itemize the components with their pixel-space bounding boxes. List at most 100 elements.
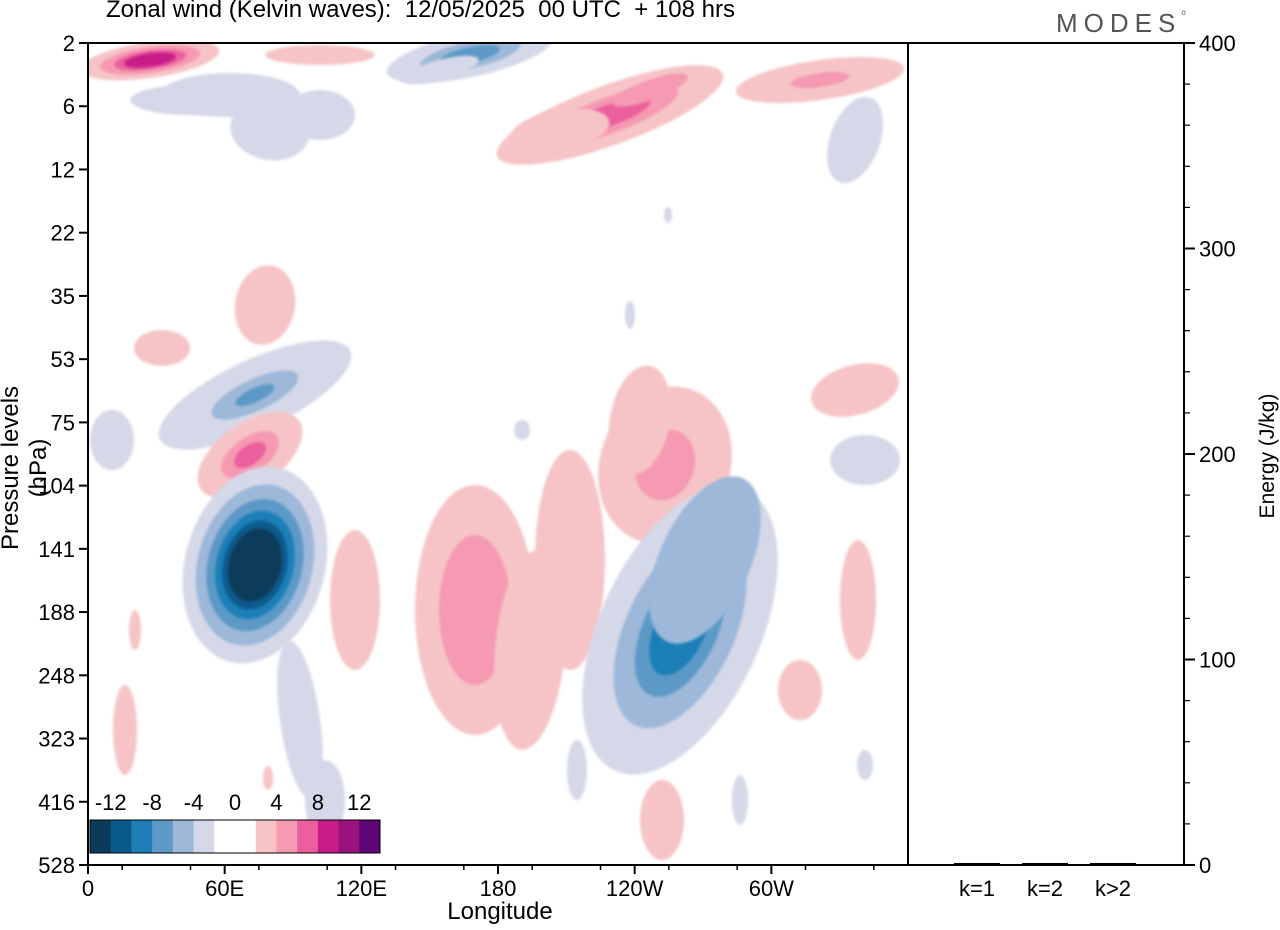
contour-n2 (857, 750, 873, 780)
contour-p2 (265, 45, 375, 65)
contour-n2 (90, 410, 134, 470)
y-tick-label: 35 (51, 284, 75, 309)
energy-panel-frame (907, 42, 1185, 866)
x-tick-label: 120W (606, 876, 664, 901)
y-tick-label: 12 (51, 157, 75, 182)
energy-axis: 0 100 200 300 400 (1184, 31, 1236, 878)
x-tick-label: 180 (480, 876, 517, 901)
energy-category-label: k=2 (1027, 876, 1063, 901)
pressure-axis: 2 6 12 22 35 53 75 104 141 188 248 323 416 528 (38, 31, 88, 878)
y-tick-label: 416 (38, 790, 75, 815)
colorbar-label: -8 (142, 790, 162, 815)
contour-n2 (285, 90, 355, 140)
x-tick-label: 60E (205, 876, 244, 901)
y-tick-label: 75 (51, 410, 75, 435)
energy-axis-label: Energy (J/kg) (1256, 393, 1279, 519)
contour-p2 (811, 363, 899, 417)
contour-n2 (732, 775, 748, 825)
contour-n2 (830, 435, 900, 485)
y-tick-label: 248 (38, 663, 75, 688)
contour-field (88, 43, 905, 860)
energy-bar (1022, 862, 1068, 865)
colorbar-label: 4 (270, 790, 282, 815)
contour-p2 (640, 780, 684, 860)
energy-category-label: k>2 (1095, 876, 1131, 901)
contour-n12 (228, 528, 282, 602)
energy-bar (954, 862, 1000, 865)
contour-n6 (235, 383, 275, 407)
contour-p2 (608, 365, 672, 475)
colorbar-swatch (297, 820, 319, 853)
contour-p4 (612, 73, 688, 107)
colorbar-frame (89, 819, 381, 854)
energy-tick-label: 300 (1199, 237, 1236, 262)
y-tick-label: 323 (38, 727, 75, 752)
longitude-axis: 0 60E 120E 180 120W 60W (82, 865, 875, 901)
contour-p2 (234, 265, 296, 345)
contour-p2 (840, 540, 876, 660)
y-tick-label: 528 (38, 853, 75, 878)
y-tick-label: 141 (38, 537, 75, 562)
energy-tick-label: 400 (1199, 31, 1236, 56)
energy-tick-label: 100 (1199, 648, 1236, 673)
y-tick-label: 104 (38, 474, 75, 499)
contour-n2 (277, 640, 323, 800)
contour-n2 (514, 420, 530, 440)
x-tick-label: 60W (749, 876, 794, 901)
x-axis-label: Longitude (447, 898, 553, 925)
energy-bars: k=1 k=2 k>2 (954, 862, 1136, 901)
energy-tick-label: 0 (1199, 853, 1211, 878)
energy-bar (1090, 862, 1136, 865)
contour-n2 (130, 85, 250, 115)
contour-p2 (535, 450, 605, 670)
colorbar-swatch (276, 820, 298, 853)
colorbar-swatch (338, 820, 360, 853)
colorbar-label: -12 (95, 790, 127, 815)
colorbar-swatch (214, 820, 236, 853)
contour-p2 (510, 108, 610, 152)
colorbar-swatch (131, 820, 153, 853)
contour-p8 (124, 52, 176, 68)
contour-p2 (113, 685, 137, 775)
colorbar-label: 8 (312, 790, 324, 815)
contour-n2 (567, 740, 587, 800)
colorbar-swatch (90, 820, 112, 853)
y-tick-label: 188 (38, 600, 75, 625)
y-tick-label: 22 (51, 221, 75, 246)
energy-tick-label: 200 (1199, 442, 1236, 467)
contour-p6 (234, 441, 266, 469)
colorbar: -12 -8 -4 0 4 8 12 (89, 790, 381, 854)
colorbar-swatch (235, 820, 257, 853)
contour-n2 (664, 207, 672, 223)
contour-p2 (129, 610, 141, 650)
contour-p2 (778, 660, 822, 720)
colorbar-label: 12 (347, 790, 371, 815)
y-tick-label: 53 (51, 347, 75, 372)
energy-category-label: k=1 (959, 876, 995, 901)
contour-n2 (826, 96, 884, 184)
colorbar-swatch (152, 820, 174, 853)
colorbar-swatch (193, 820, 215, 853)
chart-title: Zonal wind (Kelvin waves): 12/05/2025 00… (106, 0, 735, 23)
contour-n2 (401, 55, 479, 85)
contour-n4 (649, 476, 761, 644)
contour-p2 (134, 330, 190, 366)
colorbar-swatch (359, 820, 381, 853)
colorbar-swatch (317, 820, 340, 853)
colorbar-swatch (110, 820, 132, 853)
colorbar-label: 0 (229, 790, 241, 815)
contour-n2 (625, 301, 635, 329)
colorbar-swatch (172, 820, 195, 853)
contour-p2 (330, 530, 380, 670)
colorbar-label: -4 (184, 790, 204, 815)
brand-logo: MODESo (1056, 8, 1186, 38)
y-axis-label: Pressure levels (hPa) (0, 385, 52, 551)
x-tick-label: 120E (336, 876, 387, 901)
contour-p4 (790, 71, 850, 89)
x-tick-label: 0 (82, 876, 94, 901)
y-tick-label: 2 (63, 31, 75, 56)
contour-p2 (263, 766, 273, 790)
colorbar-swatch (255, 820, 277, 853)
y-tick-label: 6 (63, 94, 75, 119)
